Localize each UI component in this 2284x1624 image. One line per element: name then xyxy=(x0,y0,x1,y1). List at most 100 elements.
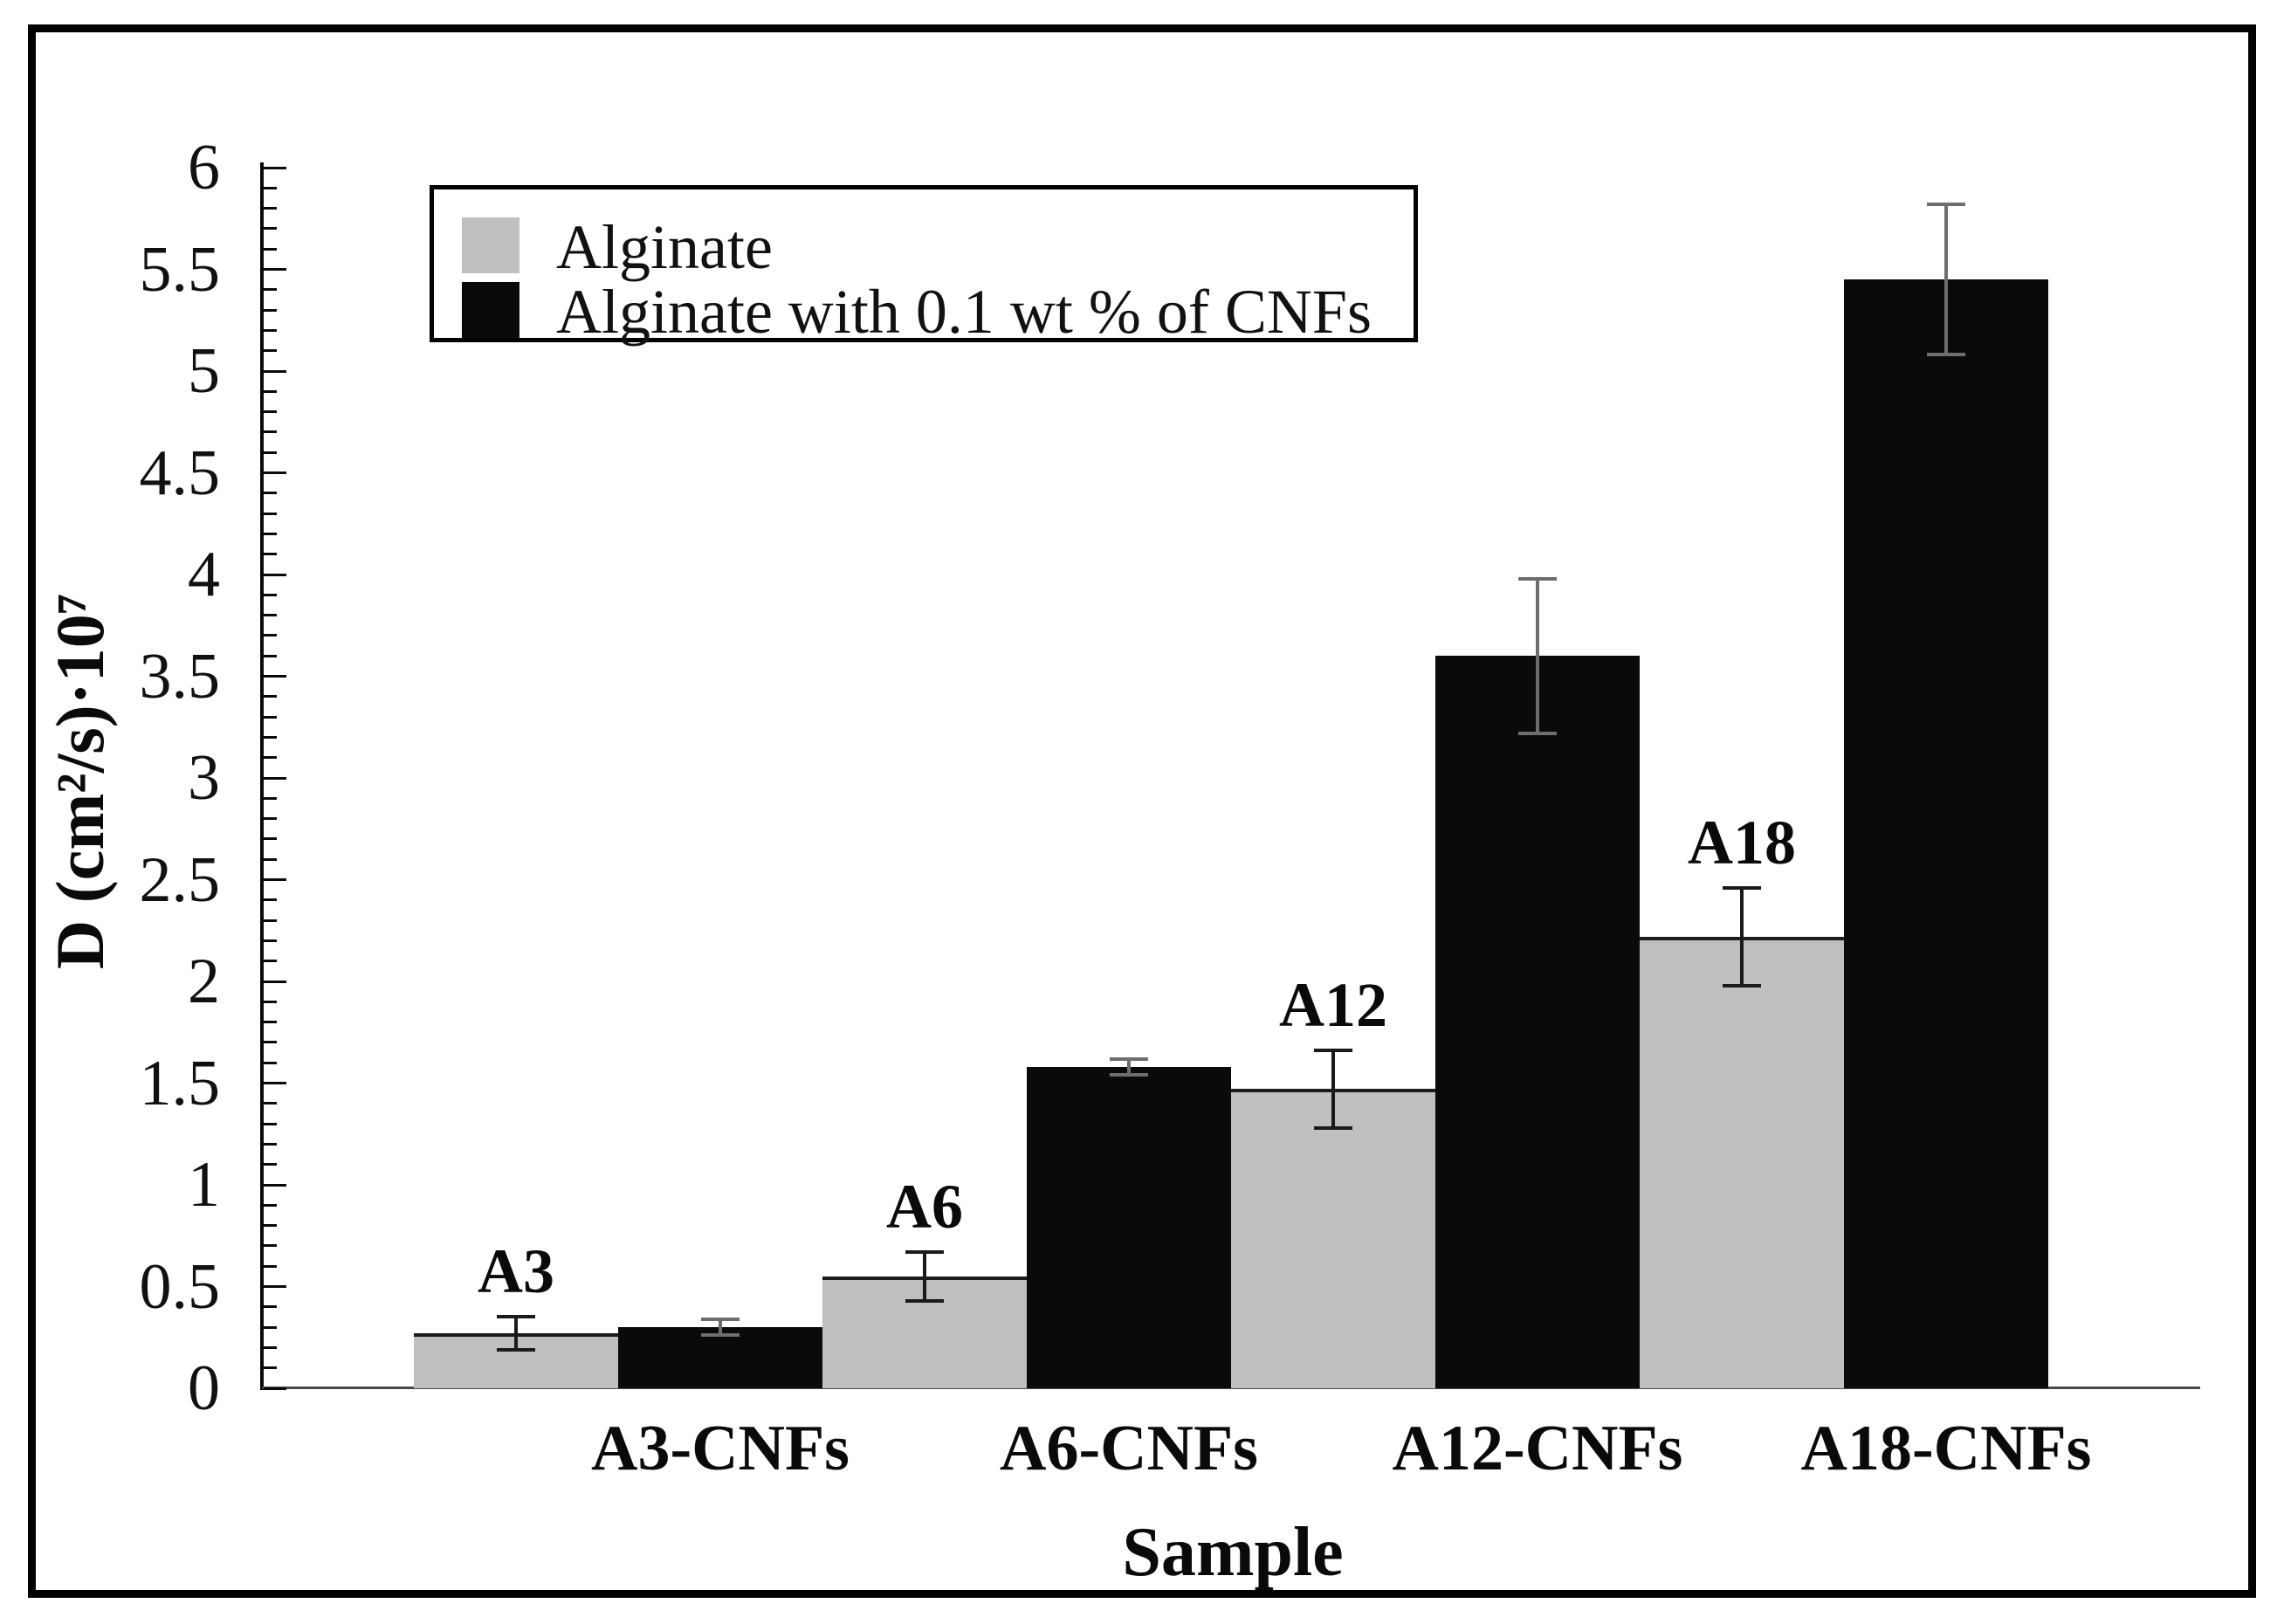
y-minor-tick xyxy=(264,593,277,596)
bar-alginate-with-0-1-wt-of-cnfs-a18-cnfs xyxy=(1844,279,2048,1388)
y-minor-tick xyxy=(264,512,277,515)
x-tick-label-a3-cnfs: A3-CNFs xyxy=(591,1413,850,1484)
y-minor-tick xyxy=(264,553,277,556)
y-minor-tick xyxy=(264,634,277,637)
y-tick-label: 5 xyxy=(188,335,220,407)
error-bar-cap-top xyxy=(1723,885,1761,890)
y-tick-label: 0 xyxy=(188,1352,220,1424)
y-major-tick xyxy=(264,1387,286,1390)
y-major-tick xyxy=(264,573,286,576)
bar-alginate-with-0-1-wt-of-cnfs-a6-cnfs xyxy=(1027,1066,1231,1388)
y-minor-tick xyxy=(264,227,277,231)
y-minor-tick xyxy=(264,1041,277,1044)
y-minor-tick xyxy=(264,288,277,292)
bar-alginate-a18-cnfs xyxy=(1640,936,1844,1388)
y-minor-tick xyxy=(264,1345,277,1349)
y-major-tick xyxy=(264,268,286,271)
annotation-a6: A6 xyxy=(886,1171,963,1242)
y-minor-tick xyxy=(264,1305,277,1309)
error-bar-alginate-a18-cnfs xyxy=(1740,887,1744,986)
y-axis-line xyxy=(260,162,264,1390)
y-minor-tick xyxy=(264,1163,277,1166)
y-major-tick xyxy=(264,1285,286,1288)
y-tick-label: 1 xyxy=(188,1149,220,1221)
y-minor-tick xyxy=(264,1122,277,1125)
y-tick-label: 0.5 xyxy=(139,1250,221,1323)
error-bar-cap-bottom xyxy=(905,1298,944,1303)
error-bar-cap-bottom xyxy=(1110,1073,1148,1077)
legend-item-alginate-cnfs: Alginate with 0.1 wt % of CNFs xyxy=(434,280,1414,343)
y-tick-label: 2 xyxy=(188,946,220,1017)
y-major-tick xyxy=(264,1183,286,1187)
y-minor-tick xyxy=(264,614,277,617)
y-tick-label: 4.5 xyxy=(139,437,221,509)
legend-label-alginate-cnfs: Alginate with 0.1 wt % of CNFs xyxy=(556,277,1372,347)
y-tick-label: 1.5 xyxy=(139,1047,221,1119)
legend-swatch-alginate xyxy=(462,217,519,273)
error-bar-cap-top xyxy=(905,1249,944,1254)
legend-swatch-alginate-cnfs xyxy=(462,282,519,338)
y-minor-tick xyxy=(264,1203,277,1207)
y-tick-label: 2.5 xyxy=(139,843,221,916)
y-axis-title-text: D (cm²/s)·10⁷ xyxy=(42,593,118,970)
y-minor-tick xyxy=(264,1000,277,1003)
y-minor-tick xyxy=(264,837,277,841)
y-minor-tick xyxy=(264,328,277,332)
y-minor-tick xyxy=(264,492,277,495)
y-major-tick xyxy=(264,471,286,474)
bar-alginate-with-0-1-wt-of-cnfs-a12-cnfs xyxy=(1435,656,1640,1388)
error-bar-alginate-a3-cnfs xyxy=(514,1317,518,1350)
error-bar-cap-bottom xyxy=(1314,1125,1352,1130)
y-tick-label: 6 xyxy=(188,132,220,203)
error-bar-cap-top xyxy=(1518,576,1557,581)
y-tick-label: 3.5 xyxy=(139,640,221,712)
y-minor-tick xyxy=(264,1264,277,1268)
y-minor-tick xyxy=(264,715,277,719)
error-bar-cap-top xyxy=(497,1315,535,1319)
y-minor-tick xyxy=(264,817,277,821)
bar-alginate-a12-cnfs xyxy=(1231,1089,1435,1388)
y-major-tick xyxy=(264,980,286,983)
y-minor-tick xyxy=(264,796,277,800)
error-bar-cap-top xyxy=(1927,202,1965,206)
legend-item-alginate: Alginate xyxy=(434,216,1414,279)
legend: Alginate Alginate with 0.1 wt % of CNFs xyxy=(430,185,1418,343)
error-bar-alginate-with-0-1-wt-of-cnfs-a3-cnfs xyxy=(719,1318,722,1336)
y-minor-tick xyxy=(264,735,277,739)
y-minor-tick xyxy=(264,186,277,189)
y-minor-tick xyxy=(264,389,277,393)
error-bar-cap-bottom xyxy=(497,1347,535,1352)
y-minor-tick xyxy=(264,247,277,251)
y-minor-tick xyxy=(264,695,277,698)
y-minor-tick xyxy=(264,207,277,210)
error-bar-alginate-a12-cnfs xyxy=(1331,1050,1335,1128)
error-bar-alginate-with-0-1-wt-of-cnfs-a6-cnfs xyxy=(1127,1058,1131,1076)
y-major-tick xyxy=(264,369,286,373)
y-minor-tick xyxy=(264,919,277,922)
bar-alginate-with-0-1-wt-of-cnfs-a3-cnfs xyxy=(618,1327,822,1388)
y-minor-tick xyxy=(264,1224,277,1228)
y-tick-label: 4 xyxy=(188,539,220,610)
y-minor-tick xyxy=(264,451,277,454)
error-bar-cap-bottom xyxy=(1723,983,1761,987)
y-major-tick xyxy=(264,675,286,678)
y-major-tick xyxy=(264,1082,286,1084)
error-bar-cap-top xyxy=(1110,1056,1148,1061)
annotation-a18: A18 xyxy=(1688,807,1796,877)
error-bar-alginate-a6-cnfs xyxy=(923,1251,926,1301)
y-minor-tick xyxy=(264,857,277,861)
y-major-tick xyxy=(264,878,286,881)
y-minor-tick xyxy=(264,960,277,963)
y-minor-tick xyxy=(264,532,277,535)
annotation-a12: A12 xyxy=(1279,970,1387,1041)
x-tick-label-a6-cnfs: A6-CNFs xyxy=(1000,1413,1258,1484)
y-minor-tick xyxy=(264,939,277,942)
y-major-tick xyxy=(264,776,286,780)
error-bar-cap-bottom xyxy=(701,1333,740,1338)
y-minor-tick xyxy=(264,349,277,353)
y-minor-tick xyxy=(264,1021,277,1024)
y-minor-tick xyxy=(264,1102,277,1105)
x-tick-label-a12-cnfs: A12-CNFs xyxy=(1392,1413,1683,1484)
error-bar-cap-top xyxy=(1314,1049,1352,1053)
x-tick-label-a18-cnfs: A18-CNFs xyxy=(1800,1413,2092,1484)
